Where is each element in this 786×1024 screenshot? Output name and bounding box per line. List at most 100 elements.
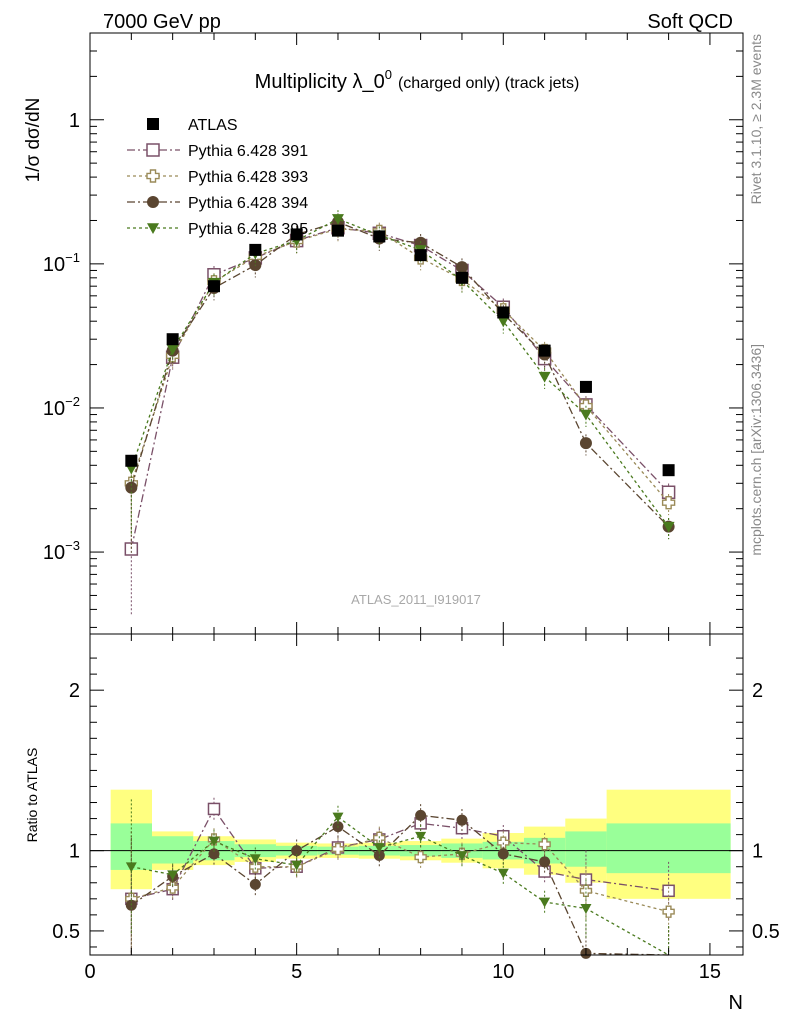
band-stat-11 xyxy=(565,831,607,867)
legend-marker xyxy=(146,143,160,157)
ratio-point xyxy=(249,878,261,890)
ratio-point xyxy=(125,862,137,873)
point xyxy=(579,380,592,393)
legend-marker xyxy=(147,223,159,234)
ratio-point xyxy=(331,842,345,856)
axes: 0 5 10 15 1 10−1 10−2 10−3 0.5 0.5 1 1 2 2 xyxy=(43,32,780,983)
legend-entry-2: Pythia 6.428 393 xyxy=(127,169,308,186)
ratio-point xyxy=(538,838,551,851)
point xyxy=(125,481,138,494)
watermark: ATLAS_2011_I919017 xyxy=(351,592,481,607)
ratio-point xyxy=(332,812,344,823)
ratio-point xyxy=(497,848,509,860)
band-stat-12 xyxy=(606,823,731,874)
series-line xyxy=(130,218,670,528)
ratio-y-tick-label: 1 xyxy=(69,841,80,863)
point xyxy=(538,371,551,383)
point xyxy=(579,409,592,421)
point xyxy=(373,230,386,243)
x-tick-label: 10 xyxy=(492,961,514,983)
point xyxy=(414,249,427,262)
ratio-uncertainty-bands xyxy=(90,789,743,899)
ratio-point xyxy=(414,850,427,864)
ratio-point xyxy=(373,849,385,861)
header-left: 7000 GeV pp xyxy=(103,11,221,33)
ratio-y-tick-label-right: 1 xyxy=(752,841,763,863)
ratio-frame xyxy=(89,633,744,956)
legend-label: Pythia 6.428 394 xyxy=(188,195,308,212)
ratio-point xyxy=(249,854,261,865)
legend-entry-0: ATLAS xyxy=(147,117,238,134)
y-axis-label-ratio: Ratio to ATLAS xyxy=(24,748,40,843)
legend-label: Pythia 6.428 393 xyxy=(188,169,308,186)
ratio-point xyxy=(580,904,592,914)
ratio-point xyxy=(291,845,303,857)
band-stat-1 xyxy=(151,836,194,864)
point xyxy=(125,454,138,467)
series-4 xyxy=(125,210,675,540)
point xyxy=(497,316,510,328)
legend-marker xyxy=(147,118,159,130)
ratio-y-tick-label: 2 xyxy=(69,680,80,702)
ratio-point xyxy=(539,897,551,908)
ratio-y-tick-label-right: 2 xyxy=(752,680,763,702)
legend-label: Pythia 6.428 391 xyxy=(188,143,308,160)
x-axis-label: N xyxy=(729,992,743,1014)
point xyxy=(662,464,675,477)
x-tick-label: 0 xyxy=(84,961,95,983)
point xyxy=(331,224,344,237)
legend-entry-1: Pythia 6.428 391 xyxy=(127,143,308,160)
point xyxy=(331,214,344,225)
legend-entry-4: Pythia 6.428 395 xyxy=(127,221,308,238)
ratio-point xyxy=(373,843,385,853)
ratio-y-tick-label: 0.5 xyxy=(52,921,80,943)
series-line xyxy=(130,221,670,528)
point xyxy=(290,228,303,241)
series-1 xyxy=(124,219,676,615)
point xyxy=(662,521,675,533)
ratio-point xyxy=(291,860,303,871)
ratio-point xyxy=(415,809,427,821)
ratio-y-tick-label-right: 0.5 xyxy=(752,921,780,943)
x-tick-label: 15 xyxy=(699,961,721,983)
point xyxy=(166,333,179,346)
ratio-panel xyxy=(125,797,675,959)
point xyxy=(661,496,676,510)
ratio-point xyxy=(539,856,551,868)
point xyxy=(455,261,468,274)
point xyxy=(249,243,262,256)
legend-label: ATLAS xyxy=(188,117,238,134)
legend-entry-3: Pythia 6.428 394 xyxy=(127,195,308,212)
series-0 xyxy=(125,224,675,477)
point xyxy=(166,344,179,356)
y-tick-label: 1 xyxy=(69,110,80,132)
ratio-point xyxy=(415,831,427,842)
header-right: Soft QCD xyxy=(647,11,733,33)
ratio-point xyxy=(662,905,675,918)
y-axis-label-main: 1/σ dσ/dN xyxy=(23,98,44,183)
point xyxy=(497,306,510,319)
ratio-point xyxy=(249,860,262,873)
ratio-point xyxy=(167,870,179,881)
point xyxy=(207,280,220,293)
ratio-point xyxy=(208,836,220,847)
ratio-point xyxy=(208,848,220,860)
legend-marker xyxy=(147,196,159,208)
main-panel xyxy=(124,210,676,615)
point xyxy=(455,271,468,284)
x-tick-label: 5 xyxy=(291,961,302,983)
point xyxy=(538,344,551,357)
ratio-point xyxy=(579,884,593,897)
ratio-point xyxy=(497,868,509,879)
y-tick-label: 10−2 xyxy=(43,394,80,420)
series-3 xyxy=(125,213,675,554)
legend: ATLAS Pythia 6.428 391 Pythia 6.428 393 Pyt… xyxy=(127,117,308,238)
ratio-point xyxy=(166,881,179,894)
chart-title: Multiplicity λ_00(charged only) (track j… xyxy=(255,67,580,93)
ratio-series-3 xyxy=(125,799,670,956)
mcplots-label: mcplots.cern.ch [arXiv:1306.3436] xyxy=(748,344,764,556)
ratio-point xyxy=(207,802,221,816)
legend-marker xyxy=(146,169,160,183)
ratio-point xyxy=(456,814,468,826)
